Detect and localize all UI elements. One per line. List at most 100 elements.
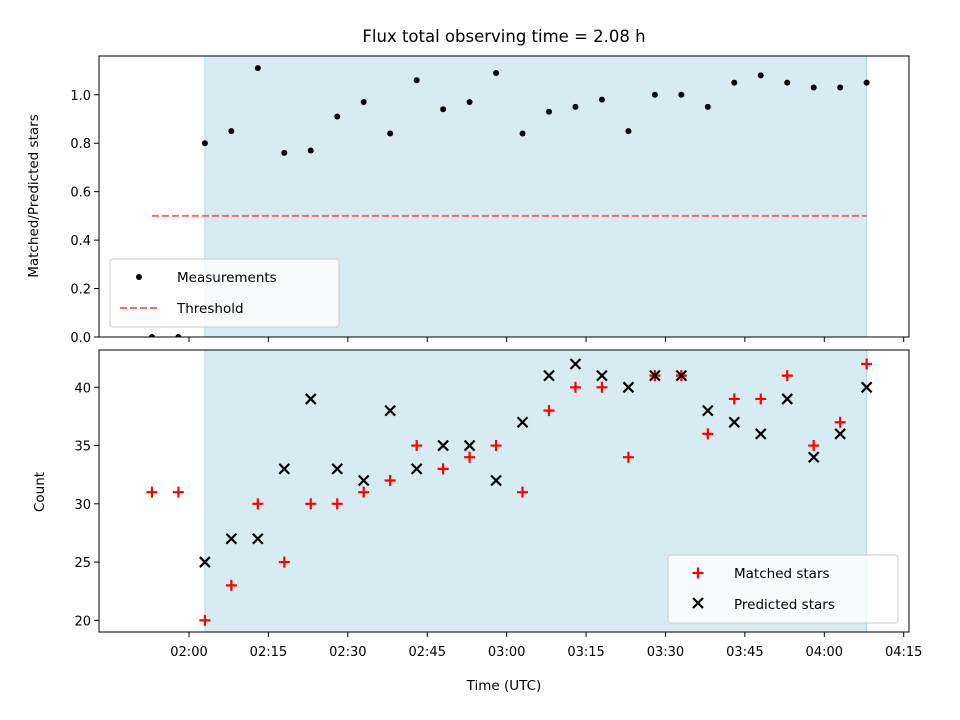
predicted-stars-point xyxy=(649,369,661,382)
top-y-axis-label: Matched/Predicted stars xyxy=(26,114,42,277)
predicted-stars-point xyxy=(781,393,794,405)
y-tick-label: 30 xyxy=(74,498,91,513)
predicted-stars-point xyxy=(252,532,264,545)
matched-stars-point xyxy=(569,381,581,393)
measurements-point xyxy=(387,130,394,137)
chart-title: Flux total observing time = 2.08 h xyxy=(362,27,645,46)
legend-marker-predicted xyxy=(692,597,704,609)
measurements-point xyxy=(678,91,685,98)
y-tick-label: 0.6 xyxy=(70,186,91,201)
y-tick-label: 1.0 xyxy=(70,89,91,104)
matched-stars-point xyxy=(781,370,793,382)
matched-stars-point xyxy=(596,381,608,393)
measurements-point xyxy=(493,69,500,76)
bottom-panel: 20 25 30 35 40 02:00 02:15 02:30 02:45 03:00 03:15… xyxy=(74,349,922,660)
y-tick-label: 0.2 xyxy=(70,283,91,298)
x-tick-label: 02:45 xyxy=(409,645,446,660)
matched-stars-point xyxy=(225,579,237,591)
matched-stars-point xyxy=(808,440,820,452)
y-tick-label: 0.0 xyxy=(70,331,91,346)
predicted-stars-point xyxy=(834,428,846,440)
predicted-stars-point xyxy=(225,532,238,545)
matched-stars-point xyxy=(543,405,555,417)
top-panel: 0.0 0.2 0.4 0.6 0.8 1.0 Measurements Threshold xyxy=(70,55,910,346)
y-tick-label: 20 xyxy=(74,614,91,629)
matched-stars-point xyxy=(331,498,343,510)
matched-stars-point xyxy=(622,451,634,463)
predicted-stars-point xyxy=(807,451,820,463)
matched-stars-point xyxy=(702,428,714,440)
x-tick-label: 03:00 xyxy=(488,645,525,660)
predicted-stars-point xyxy=(516,416,529,429)
measurements-point xyxy=(546,108,552,115)
matched-stars-point xyxy=(278,556,290,568)
bottom-y-axis-label: Count xyxy=(32,472,48,512)
y-tick-label: 35 xyxy=(74,440,91,455)
measurements-point xyxy=(228,128,235,135)
predicted-stars-point xyxy=(278,463,291,475)
matched-stars-point xyxy=(358,486,370,498)
matched-stars-point xyxy=(411,440,423,452)
predicted-stars-point xyxy=(384,404,396,417)
matched-stars-point xyxy=(464,451,476,463)
measurements-point xyxy=(201,140,208,147)
x-tick-label: 02:30 xyxy=(329,645,366,660)
measurements-point xyxy=(757,72,764,79)
legend-label: Measurements xyxy=(177,270,277,286)
predicted-stars-point xyxy=(304,393,317,405)
x-tick-label: 04:15 xyxy=(885,645,922,660)
measurements-point xyxy=(148,334,155,337)
matched-stars-point xyxy=(146,486,158,498)
predicted-stars-point xyxy=(437,439,449,452)
matched-stars-point xyxy=(172,486,184,498)
predicted-stars-point xyxy=(702,404,714,417)
measurements-point xyxy=(731,79,738,86)
y-tick-label: 25 xyxy=(74,556,91,571)
matched-stars-point xyxy=(517,486,529,498)
matched-stars-point xyxy=(728,393,740,405)
matched-stars-point xyxy=(305,498,317,510)
measurements-point xyxy=(254,65,261,72)
x-tick-label: 03:30 xyxy=(647,645,684,660)
predicted-stars-point xyxy=(331,463,344,475)
matched-stars-point xyxy=(199,614,211,626)
legend-label: Matched stars xyxy=(734,566,830,582)
plot-area xyxy=(146,358,873,626)
legend-marker-measurements xyxy=(136,274,142,280)
matched-stars-point xyxy=(384,475,396,487)
predicted-stars-point xyxy=(463,439,476,452)
measurements-point xyxy=(784,79,791,86)
measurements-point xyxy=(440,106,447,113)
x-tick-label: 02:15 xyxy=(250,645,287,660)
x-tick-label: 03:15 xyxy=(567,645,604,660)
measurements-point xyxy=(413,77,420,84)
predicted-stars-point xyxy=(357,474,370,487)
matched-stars-point xyxy=(252,498,264,510)
measurements-point xyxy=(651,91,658,98)
predicted-stars-point xyxy=(728,416,741,429)
measurements-point xyxy=(625,128,632,135)
predicted-stars-point xyxy=(569,358,582,370)
legend-label: Predicted stars xyxy=(734,597,835,613)
legend-box xyxy=(109,258,340,328)
axes-frame xyxy=(98,55,910,338)
matched-stars-point xyxy=(755,393,767,405)
legend-box xyxy=(667,554,899,624)
predicted-stars-point xyxy=(754,428,767,440)
measurements-point xyxy=(466,99,473,106)
legend-label: Threshold xyxy=(176,301,244,317)
predicted-stars-point xyxy=(199,556,211,568)
x-tick-label: 04:00 xyxy=(806,645,843,660)
x-tick-label: 02:00 xyxy=(170,645,207,660)
measurements-point xyxy=(281,149,288,156)
measurements-point xyxy=(519,130,526,137)
x-axis-label: Time (UTC) xyxy=(466,678,542,694)
predicted-stars-point xyxy=(410,463,423,475)
legend-marker-matched xyxy=(692,567,704,579)
matched-stars-point xyxy=(490,440,502,452)
measurements-point xyxy=(334,113,341,120)
matched-stars-point xyxy=(834,416,846,428)
predicted-stars-point xyxy=(860,381,873,394)
measurements-point xyxy=(307,147,314,154)
